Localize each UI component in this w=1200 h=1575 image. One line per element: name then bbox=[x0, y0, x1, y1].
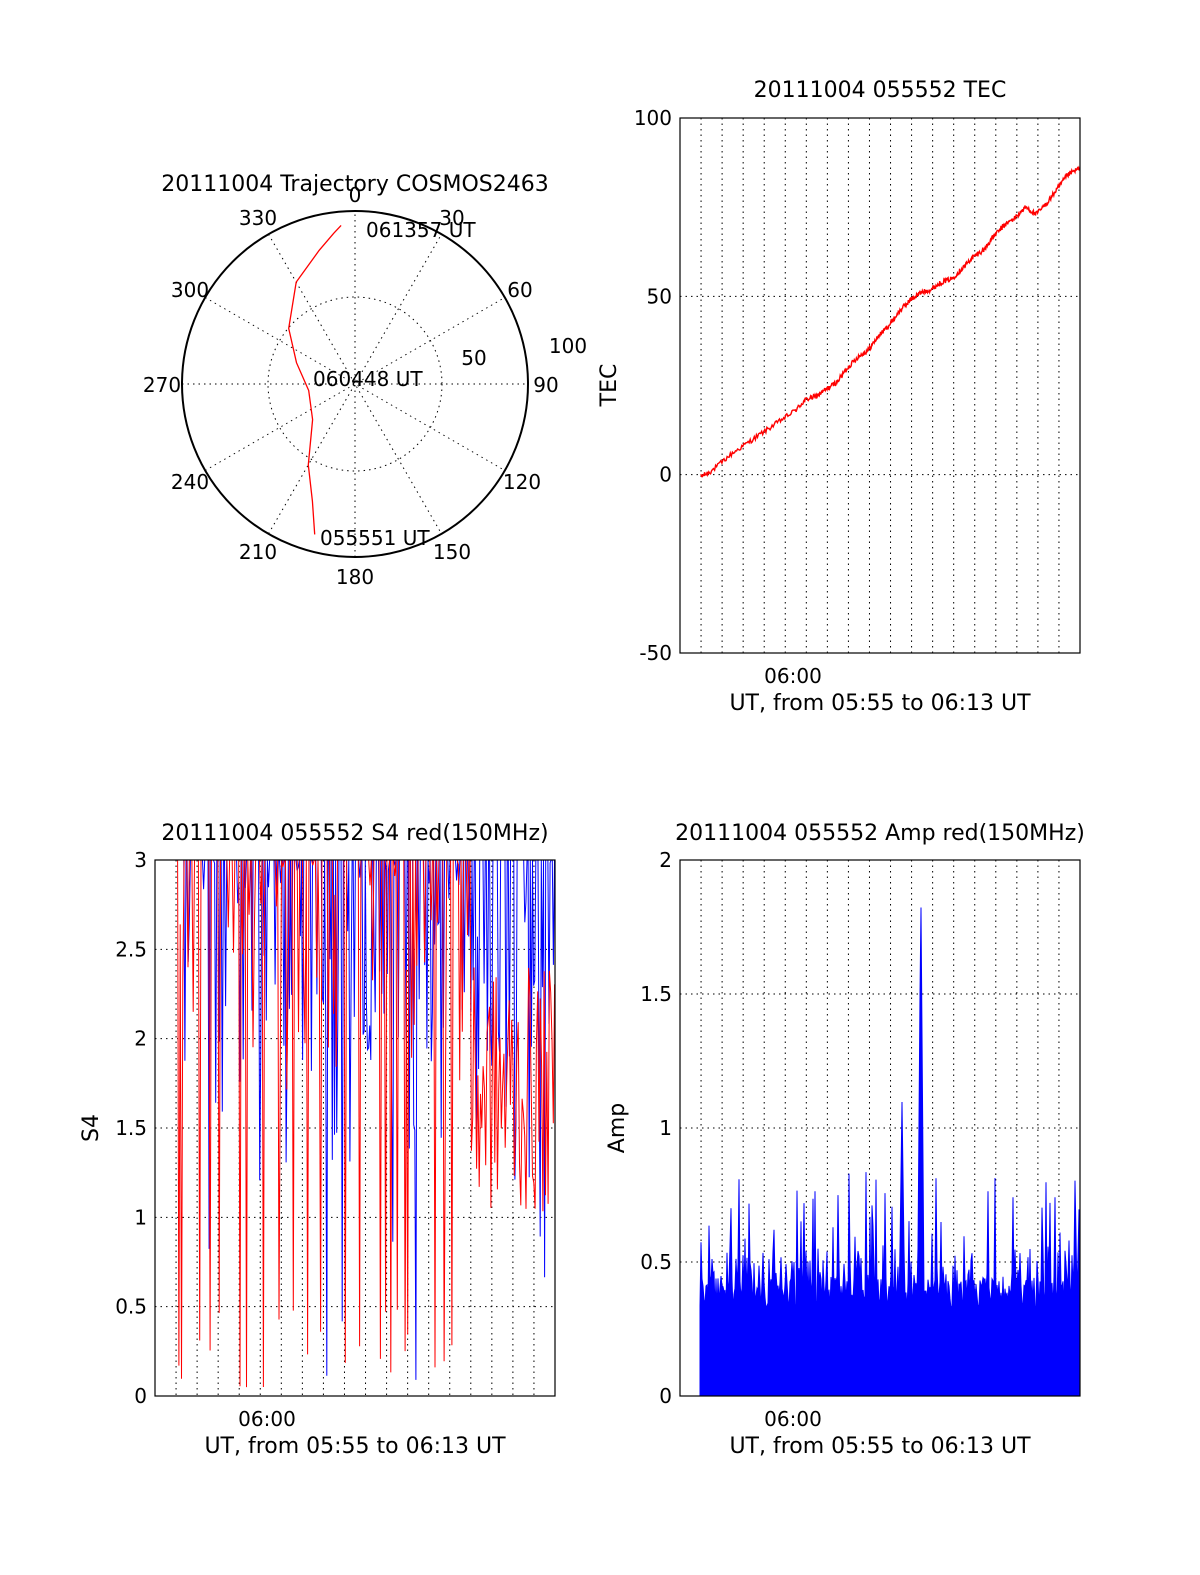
amp-ytick-2: 2 bbox=[659, 848, 672, 872]
s4-axes-frame bbox=[154, 859, 556, 1397]
s4-title: 20111004 055552 S4 red(150MHz) bbox=[161, 821, 548, 846]
azimuth-label-270: 270 bbox=[143, 373, 181, 397]
s4-plot: 20111004 055552 S4 red(150MHz) 3 2.5 2 1.5 1… bbox=[79, 821, 556, 1459]
tec-ytick-100: 100 bbox=[634, 106, 672, 130]
s4-ytick-2: 2 bbox=[134, 1027, 147, 1051]
radial-label-50: 50 bbox=[461, 346, 486, 370]
trajectory-start-label: 055551 UT bbox=[320, 526, 430, 550]
tec-axes-frame bbox=[679, 117, 1081, 654]
tec-y-axis-label: TEC bbox=[597, 364, 622, 408]
amp-ytick-1.5: 1.5 bbox=[640, 982, 672, 1006]
trajectory-mid-label: 060448 UT bbox=[313, 367, 423, 391]
azimuth-label-210: 210 bbox=[239, 540, 277, 564]
trajectory-track bbox=[288, 224, 342, 535]
tec-title: 20111004 055552 TEC bbox=[754, 78, 1007, 103]
tec-ytick-50: 50 bbox=[647, 284, 672, 308]
tec-x-axis-label: UT, from 05:55 to 06:13 UT bbox=[729, 691, 1031, 716]
trajectory-title: 20111004 Trajectory COSMOS2463 bbox=[161, 172, 548, 197]
azimuth-label-90: 90 bbox=[533, 373, 558, 397]
tec-ytick--50: -50 bbox=[639, 641, 672, 665]
s4-y-axis-label: S4 bbox=[79, 1114, 104, 1142]
radial-label-100: 100 bbox=[549, 334, 587, 358]
s4-ytick-1.5: 1.5 bbox=[115, 1116, 147, 1140]
amp-ytick-0: 0 bbox=[659, 1384, 672, 1408]
azimuth-label-180: 180 bbox=[336, 565, 374, 589]
amp-plot: 20111004 055552 Amp red(150MHz) 2 1.5 1 0.5… bbox=[605, 821, 1085, 1459]
azimuth-label-300: 300 bbox=[171, 278, 209, 302]
azimuth-label-150: 150 bbox=[433, 540, 471, 564]
s4-ytick-1: 1 bbox=[134, 1205, 147, 1229]
amp-x-tick-0600: 06:00 bbox=[764, 1407, 822, 1431]
azimuth-label-0: 0 bbox=[349, 183, 362, 207]
trajectory-end-label: 061357 UT bbox=[366, 218, 476, 242]
amp-title: 20111004 055552 Amp red(150MHz) bbox=[675, 821, 1085, 846]
amp-y-axis-label: Amp bbox=[605, 1103, 630, 1153]
polar-azimuth-labels: 0 30 60 90 120 150 180 210 240 270 300 330 bbox=[143, 183, 559, 589]
tec-grid bbox=[680, 118, 1080, 653]
s4-ytick-0: 0 bbox=[134, 1384, 147, 1408]
s4-ytick-2.5: 2.5 bbox=[115, 937, 147, 961]
amp-series bbox=[699, 907, 1081, 1397]
s4-y-tick-labels: 3 2.5 2 1.5 1 0.5 0 bbox=[115, 848, 147, 1408]
amp-ytick-1: 1 bbox=[659, 1116, 672, 1140]
azimuth-label-60: 60 bbox=[507, 278, 532, 302]
azimuth-label-330: 330 bbox=[239, 206, 277, 230]
amp-x-axis-label: UT, from 05:55 to 06:13 UT bbox=[729, 1434, 1031, 1459]
amp-axes-frame bbox=[679, 859, 1081, 1397]
azimuth-label-120: 120 bbox=[503, 470, 541, 494]
azimuth-label-240: 240 bbox=[171, 470, 209, 494]
azimuth-label-30: 30 bbox=[439, 206, 464, 230]
tec-plot: 20111004 055552 TEC 100 50 0 -50 06:00 UT, … bbox=[597, 78, 1081, 716]
tec-x-tick-0600: 06:00 bbox=[764, 664, 822, 688]
tec-y-tick-labels: 100 50 0 -50 bbox=[634, 106, 672, 665]
s4-ytick-3: 3 bbox=[134, 848, 147, 872]
s4-x-axis-label: UT, from 05:55 to 06:13 UT bbox=[204, 1434, 506, 1459]
s4-x-tick-0600: 06:00 bbox=[238, 1407, 296, 1431]
tec-series-line bbox=[700, 165, 1081, 478]
amp-y-tick-labels: 2 1.5 1 0.5 0 bbox=[640, 848, 672, 1408]
trajectory-polar-plot: 20111004 Trajectory COSMOS2463 0 30 60 90 12… bbox=[143, 172, 587, 589]
s4-ytick-0.5: 0.5 bbox=[115, 1295, 147, 1319]
s4-blue-series bbox=[175, 859, 555, 1380]
tec-ytick-0: 0 bbox=[659, 463, 672, 487]
amp-ytick-0.5: 0.5 bbox=[640, 1250, 672, 1274]
